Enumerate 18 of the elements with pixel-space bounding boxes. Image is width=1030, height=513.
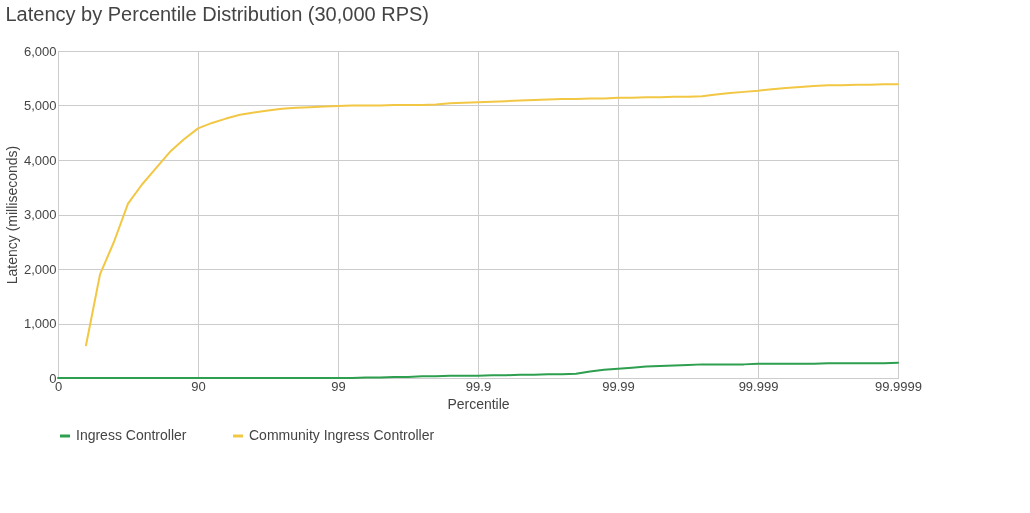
- y-tick-label: 4,000: [23, 152, 57, 168]
- y-axis-title: Latency (milliseconds): [3, 145, 20, 285]
- x-tick-label: 99.999: [738, 378, 779, 394]
- x-axis-title: Percentile: [447, 395, 510, 412]
- y-tick-label: 2,000: [23, 261, 57, 277]
- x-tick-label: 99: [331, 378, 346, 394]
- legend-label: Ingress Controller: [76, 427, 187, 443]
- legend-label: Community Ingress Controller: [249, 427, 435, 443]
- y-tick-label: 5,000: [23, 98, 57, 113]
- y-tick-label: 6,000: [23, 43, 57, 59]
- x-tick-label: 99.99: [602, 378, 635, 394]
- line-series: [85, 83, 899, 347]
- y-tick-label: 3,000: [23, 207, 57, 222]
- chart-title: Latency by Percentile Distribution (30,000 RPS): [5, 3, 430, 25]
- x-tick-label: 99.9: [465, 378, 492, 394]
- x-tick-label: 99.9999: [875, 378, 922, 394]
- y-tick-label: 1,000: [23, 316, 57, 331]
- x-tick-label: 90: [191, 378, 206, 394]
